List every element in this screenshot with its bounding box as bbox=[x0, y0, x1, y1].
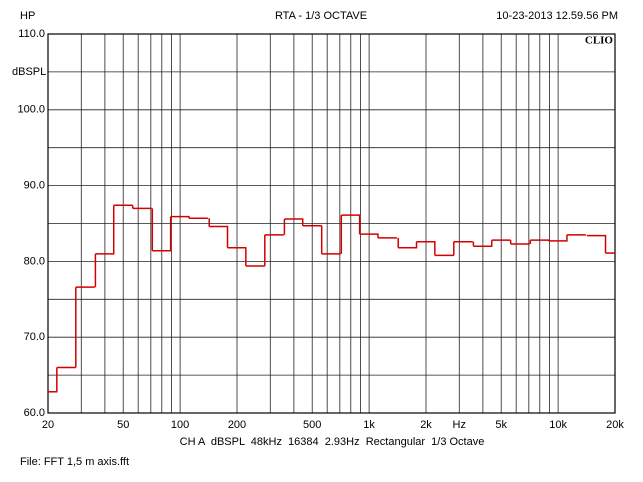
x-tick-label: 10k bbox=[549, 419, 567, 431]
plot-frame bbox=[47, 33, 616, 414]
x-tick-label: 5k bbox=[495, 419, 507, 431]
x-tick-label: 20 bbox=[42, 419, 54, 431]
x-tick-label: 200 bbox=[228, 419, 246, 431]
x-tick-label: 20k bbox=[606, 419, 624, 431]
y-axis-label: dBSPL bbox=[12, 66, 46, 78]
x-tick-label: 100 bbox=[171, 419, 189, 431]
x-tick-label: 50 bbox=[117, 419, 129, 431]
y-tick-label: 70.0 bbox=[24, 331, 45, 343]
y-tick-label: 80.0 bbox=[24, 255, 45, 267]
header-left: HP bbox=[20, 10, 35, 22]
x-tick-label: 1k bbox=[363, 419, 375, 431]
header-title: RTA - 1/3 OCTAVE bbox=[275, 10, 367, 22]
y-tick-label: 110.0 bbox=[18, 28, 45, 40]
y-tick-label: 90.0 bbox=[24, 180, 45, 192]
settings-line: CH A dBSPL 48kHz 16384 2.93Hz Rectangula… bbox=[180, 436, 485, 448]
header-date: 10-23-2013 12.59.56 PM bbox=[496, 10, 618, 22]
file-name: File: FFT 1,5 m axis.fft bbox=[20, 456, 129, 468]
brand-label: CLIO bbox=[585, 35, 614, 47]
x-tick-label: Hz bbox=[453, 419, 466, 431]
x-tick-label: 500 bbox=[303, 419, 321, 431]
x-tick-label: 2k bbox=[420, 419, 432, 431]
y-tick-label: 60.0 bbox=[24, 407, 45, 419]
y-tick-label: 100.0 bbox=[17, 104, 45, 116]
